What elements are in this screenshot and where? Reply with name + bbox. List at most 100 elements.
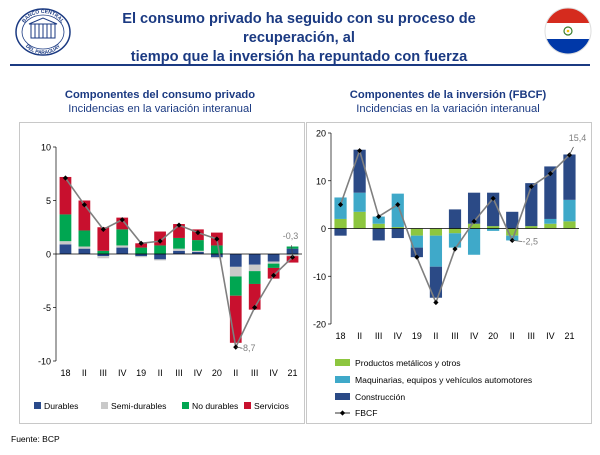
- bar-servicios: [78, 200, 91, 231]
- bar-semi_durables: [173, 248, 185, 251]
- bar-construccion: [506, 211, 519, 229]
- x-tick-label: IV: [118, 368, 127, 378]
- x-tick-label: II: [510, 331, 515, 341]
- investment-chart-frame: -20 -10 0 10 20 18 II III IV 19 II III IV 20 II III IV 21…: [306, 122, 592, 424]
- x-tick-label: 19: [412, 331, 422, 341]
- legend-label: Maquinarias, equipos y vehículos automot…: [355, 375, 532, 385]
- bar-productos_metalicos: [506, 228, 519, 236]
- bar-maquinarias: [467, 228, 481, 255]
- bar-no_durables: [229, 276, 242, 296]
- bar-servicios: [116, 217, 129, 230]
- slide-title-line1: El consumo privado ha seguido con su pro…: [122, 11, 476, 46]
- bar-servicios: [97, 227, 110, 251]
- bar-productos_metalicos: [353, 211, 366, 229]
- x-tick-label: III: [451, 331, 459, 341]
- y-tick-label: 5: [46, 196, 51, 206]
- total-line-marker: [214, 236, 220, 242]
- bar-no_durables: [210, 245, 223, 254]
- bar-no_durables: [154, 245, 166, 254]
- bar-construccion: [372, 228, 385, 241]
- bar-semi_durables: [116, 245, 129, 248]
- x-tick-label: 21: [288, 368, 298, 378]
- bar-semi_durables: [248, 264, 261, 272]
- data-label: -8,7: [240, 343, 256, 353]
- legend-label: Construcción: [355, 392, 405, 402]
- central-bank-logo-icon: BANCO CENTRAL DEL PARAGUAY: [15, 8, 71, 56]
- y-tick-label: -10: [38, 357, 51, 367]
- bar-durables: [267, 254, 280, 262]
- investment-chart-title: Componentes de la inversión (FBCF): [349, 89, 547, 101]
- bar-construccion: [563, 154, 576, 200]
- x-tick-label: 18: [336, 331, 346, 341]
- y-tick-label: -5: [43, 303, 51, 313]
- data-label-leader: [512, 240, 523, 242]
- bar-no_durables: [173, 237, 185, 249]
- y-tick-label: 10: [41, 143, 51, 153]
- bar-semi_durables: [267, 261, 280, 264]
- total-line-marker: [509, 237, 515, 244]
- bar-maquinarias: [487, 228, 500, 231]
- bar-construccion: [353, 149, 366, 193]
- bar-construccion: [410, 247, 423, 258]
- bar-semi_durables: [192, 250, 204, 252]
- bar-durables: [229, 254, 242, 267]
- bar-productos_metalicos: [448, 228, 462, 234]
- bar-construccion: [391, 228, 404, 239]
- x-tick-label: III: [100, 368, 108, 378]
- bar-maquinarias: [429, 235, 443, 267]
- bar-productos_metalicos: [391, 227, 404, 229]
- bar-construccion: [544, 166, 557, 219]
- bar-construccion: [467, 192, 481, 224]
- bar-no_durables: [78, 230, 91, 247]
- svg-text:DEL PARAGUAY: DEL PARAGUAY: [24, 43, 62, 56]
- legend-swatch-durables: [34, 402, 41, 409]
- legend-swatch-construccion: [335, 393, 350, 400]
- bar-maquinarias: [563, 199, 576, 222]
- x-tick-label: II: [357, 331, 362, 341]
- bar-servicios: [173, 224, 185, 238]
- bar-durables: [154, 254, 166, 260]
- legend-swatch-no_durables: [182, 402, 189, 409]
- legend-label: No durables: [192, 401, 238, 411]
- x-tick-label: II: [233, 368, 238, 378]
- x-tick-label: III: [175, 368, 183, 378]
- legend-marker-fbcf: [339, 410, 346, 416]
- consumption-chart-subtitle: Incidencias en la variación interanual: [68, 103, 252, 115]
- legend-swatch-productos_metalicos: [335, 359, 350, 366]
- y-tick-label: 0: [321, 224, 326, 234]
- bar-no_durables: [286, 246, 299, 249]
- data-label-leader: [569, 146, 574, 156]
- bar-construccion: [525, 183, 538, 227]
- bar-durables: [173, 250, 185, 254]
- x-tick-label: IV: [470, 331, 479, 341]
- bar-no_durables: [135, 247, 148, 254]
- slide-header: BANCO CENTRAL DEL PARAGUAY El consumo pr…: [0, 0, 600, 65]
- slide-title-line2: tiempo que la inversión ha repuntado con…: [130, 49, 468, 65]
- bar-productos_metalicos: [334, 218, 347, 229]
- total-line-marker: [62, 175, 69, 181]
- bar-durables: [248, 254, 261, 265]
- bar-productos_metalicos: [467, 223, 481, 229]
- y-tick-label: -10: [313, 272, 326, 282]
- consumption-chart-frame: -10 -5 0 5 10 18 II III IV 19 II III IV 20 II III IV 21 -8…: [19, 122, 305, 424]
- legend-swatch-servicios: [244, 402, 251, 409]
- legend-label: Durables: [44, 401, 78, 411]
- bar-maquinarias: [391, 193, 404, 228]
- x-tick-label: II: [82, 368, 87, 378]
- bar-productos_metalicos: [487, 226, 500, 229]
- y-tick-label: 10: [316, 176, 326, 186]
- x-tick-label: II: [158, 368, 163, 378]
- data-label: -2,5: [522, 236, 538, 246]
- bar-no_durables: [97, 250, 110, 254]
- data-label: -0,3: [283, 231, 299, 241]
- bar-semi_durables: [78, 246, 91, 249]
- total-line-marker: [566, 152, 573, 158]
- bar-productos_metalicos: [410, 228, 423, 236]
- legend-label: Semi-durables: [111, 401, 166, 411]
- bar-durables: [59, 244, 72, 254]
- bar-maquinarias: [410, 235, 423, 248]
- bar-durables: [97, 254, 110, 257]
- investment-panel-title: Componentes de la inversión (FBCF) Incid…: [308, 88, 588, 116]
